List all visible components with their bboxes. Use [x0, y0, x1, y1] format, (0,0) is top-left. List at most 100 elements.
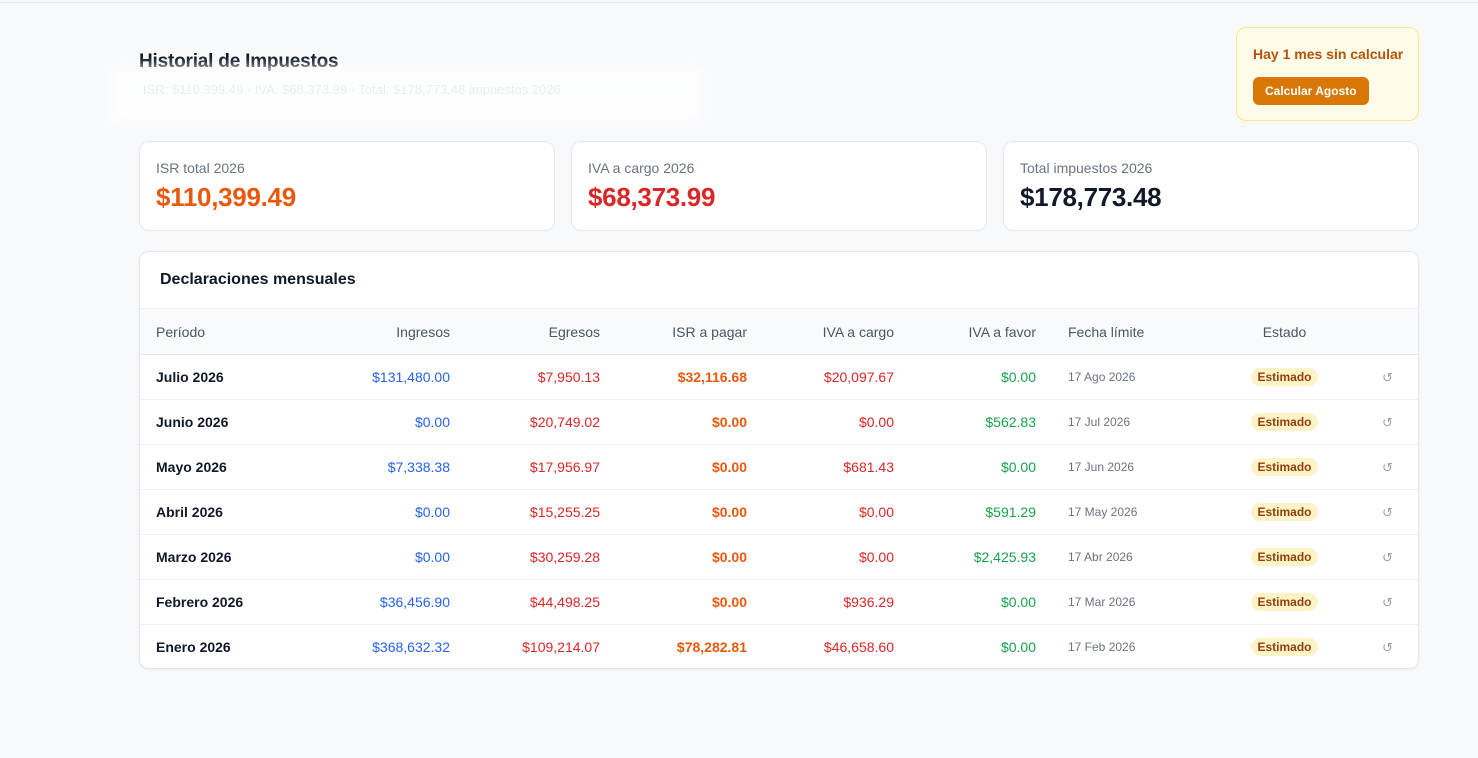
- ingresos-cell: $0.00: [414, 414, 450, 430]
- column-header-isr[interactable]: ISR a pagar: [672, 323, 747, 340]
- isr-cell: $78,282.81: [676, 639, 747, 656]
- status-cell: Estimado: [1212, 535, 1357, 580]
- iva-cargo-cell: $681.43: [843, 459, 894, 475]
- recalculate-icon[interactable]: ↺: [1382, 369, 1393, 385]
- iva-cargo-cell: $20,097.67: [823, 369, 894, 385]
- actions-cell: ↺: [1357, 355, 1418, 400]
- status-badge: Estimado: [1251, 593, 1318, 611]
- status-badge: Estimado: [1251, 458, 1318, 476]
- recalculate-icon[interactable]: ↺: [1382, 594, 1393, 610]
- summary-card-isr: ISR total 2026 $110,399.49: [139, 141, 555, 231]
- actions-cell: ↺: [1357, 445, 1418, 490]
- isr-cell: $0.00: [711, 504, 747, 520]
- column-header-periodo[interactable]: Período: [156, 323, 206, 340]
- recalculate-icon[interactable]: ↺: [1382, 639, 1393, 655]
- ingresos-cell: $368,632.32: [372, 639, 450, 656]
- status-badge: Estimado: [1251, 368, 1318, 386]
- iva-favor-cell: $0.00: [1000, 459, 1036, 475]
- period-cell: Enero 2026: [156, 639, 231, 656]
- status-badge: Estimado: [1251, 503, 1318, 521]
- summary-card-label: ISR total 2026: [156, 160, 245, 176]
- actions-cell: ↺: [1357, 400, 1418, 445]
- monthly-declarations-card: Declaraciones mensuales Período Ingresos…: [139, 251, 1419, 669]
- due-date-cell: 17 Ago 2026: [1068, 370, 1136, 384]
- isr-cell: $32,116.68: [677, 369, 747, 385]
- due-date-cell: 17 May 2026: [1068, 505, 1138, 519]
- egresos-cell: $44,498.25: [529, 594, 600, 610]
- period-cell: Mayo 2026: [156, 459, 227, 475]
- table-row[interactable]: Enero 2026 $368,632.32 $109,214.07 $78,282.…: [140, 625, 1418, 669]
- iva-favor-cell: $591.29: [985, 504, 1036, 520]
- uncalculated-alert: Hay 1 mes sin calcular Calcular Agosto: [1236, 27, 1419, 121]
- period-cell: Junio 2026: [156, 414, 229, 430]
- summary-card-label: IVA a cargo 2026: [588, 160, 695, 176]
- egresos-cell: $7,950.13: [537, 369, 600, 385]
- status-cell: Estimado: [1212, 355, 1357, 400]
- recalculate-icon[interactable]: ↺: [1382, 549, 1393, 565]
- due-date-cell: 17 Abr 2026: [1068, 550, 1133, 564]
- period-cell: Febrero 2026: [156, 594, 244, 610]
- calculate-month-button[interactable]: Calcular Agosto: [1253, 77, 1369, 105]
- period-cell: Abril 2026: [156, 504, 223, 520]
- isr-cell: $0.00: [711, 459, 747, 475]
- summary-card-value: $178,773.48: [1020, 182, 1162, 212]
- iva-cargo-cell: $0.00: [858, 414, 894, 430]
- summary-card-label: Total impuestos 2026: [1020, 160, 1153, 176]
- actions-cell: ↺: [1357, 535, 1418, 580]
- status-badge: Estimado: [1251, 548, 1318, 566]
- isr-cell: $0.00: [711, 414, 747, 430]
- table-row[interactable]: Junio 2026 $0.00 $20,749.02 $0.00 $0.00 $562.…: [140, 400, 1418, 445]
- column-header-iva-favor[interactable]: IVA a favor: [968, 323, 1036, 340]
- summary-card-value: $110,399.49: [156, 182, 296, 212]
- status-badge: Estimado: [1251, 413, 1318, 431]
- iva-favor-cell: $0.00: [1000, 594, 1036, 610]
- iva-cargo-cell: $46,658.60: [823, 639, 894, 656]
- recalculate-icon[interactable]: ↺: [1382, 414, 1393, 430]
- column-header-estado[interactable]: Estado: [1262, 323, 1307, 340]
- table-row[interactable]: Julio 2026 $131,480.00 $7,950.13 $32,116.68…: [140, 355, 1418, 400]
- subtitle-overlay: [110, 67, 702, 123]
- table-row[interactable]: Mayo 2026 $7,338.38 $17,956.97 $0.00 $681.43…: [140, 445, 1418, 490]
- actions-cell: ↺: [1357, 625, 1418, 669]
- column-header-iva-cargo[interactable]: IVA a cargo: [822, 323, 894, 340]
- table-row[interactable]: Marzo 2026 $0.00 $30,259.28 $0.00 $0.00 $2,42…: [140, 535, 1418, 580]
- due-date-cell: 17 Jun 2026: [1068, 460, 1135, 474]
- actions-cell: ↺: [1357, 580, 1418, 625]
- iva-cargo-cell: $0.00: [858, 549, 894, 565]
- status-cell: Estimado: [1212, 400, 1357, 445]
- summary-card-total: Total impuestos 2026 $178,773.48: [1003, 141, 1419, 231]
- iva-favor-cell: $562.83: [985, 414, 1036, 430]
- column-header-actions: [1357, 309, 1418, 355]
- top-divider: [0, 2, 1478, 3]
- egresos-cell: $17,956.97: [529, 459, 600, 475]
- status-cell: Estimado: [1212, 445, 1357, 490]
- egresos-cell: $109,214.07: [522, 639, 600, 656]
- iva-favor-cell: $0.00: [1000, 369, 1036, 385]
- page-subtitle: ISR: $110,399.49 · IVA: $68,373.99 · Tot…: [143, 82, 561, 97]
- column-header-egresos[interactable]: Egresos: [548, 323, 600, 340]
- egresos-cell: $20,749.02: [529, 414, 600, 430]
- table-row[interactable]: Abril 2026 $0.00 $15,255.25 $0.00 $0.00 $591.…: [140, 490, 1418, 535]
- ingresos-cell: $131,480.00: [372, 369, 450, 385]
- status-cell: Estimado: [1212, 580, 1357, 625]
- recalculate-icon[interactable]: ↺: [1382, 504, 1393, 520]
- table-header-row: Período Ingresos Egresos ISR a pagar IVA…: [140, 308, 1418, 355]
- alert-message: Hay 1 mes sin calcular: [1253, 46, 1404, 62]
- recalculate-icon[interactable]: ↺: [1382, 459, 1393, 475]
- status-cell: Estimado: [1212, 625, 1357, 669]
- due-date-cell: 17 Mar 2026: [1068, 595, 1136, 609]
- status-cell: Estimado: [1212, 490, 1357, 535]
- column-header-ingresos[interactable]: Ingresos: [396, 323, 450, 340]
- isr-cell: $0.00: [711, 594, 747, 610]
- table-row[interactable]: Febrero 2026 $36,456.90 $44,498.25 $0.00 $93…: [140, 580, 1418, 625]
- summary-card-iva: IVA a cargo 2026 $68,373.99: [571, 141, 987, 231]
- due-date-cell: 17 Feb 2026: [1068, 640, 1136, 655]
- page-title: Historial de Impuestos: [139, 51, 339, 72]
- iva-favor-cell: $0.00: [1000, 639, 1036, 656]
- column-header-fecha[interactable]: Fecha límite: [1068, 323, 1145, 340]
- egresos-cell: $15,255.25: [529, 504, 600, 520]
- ingresos-cell: $0.00: [414, 549, 450, 565]
- period-cell: Julio 2026: [156, 369, 224, 385]
- declarations-table: Período Ingresos Egresos ISR a pagar IVA…: [140, 308, 1418, 669]
- isr-cell: $0.00: [711, 549, 747, 565]
